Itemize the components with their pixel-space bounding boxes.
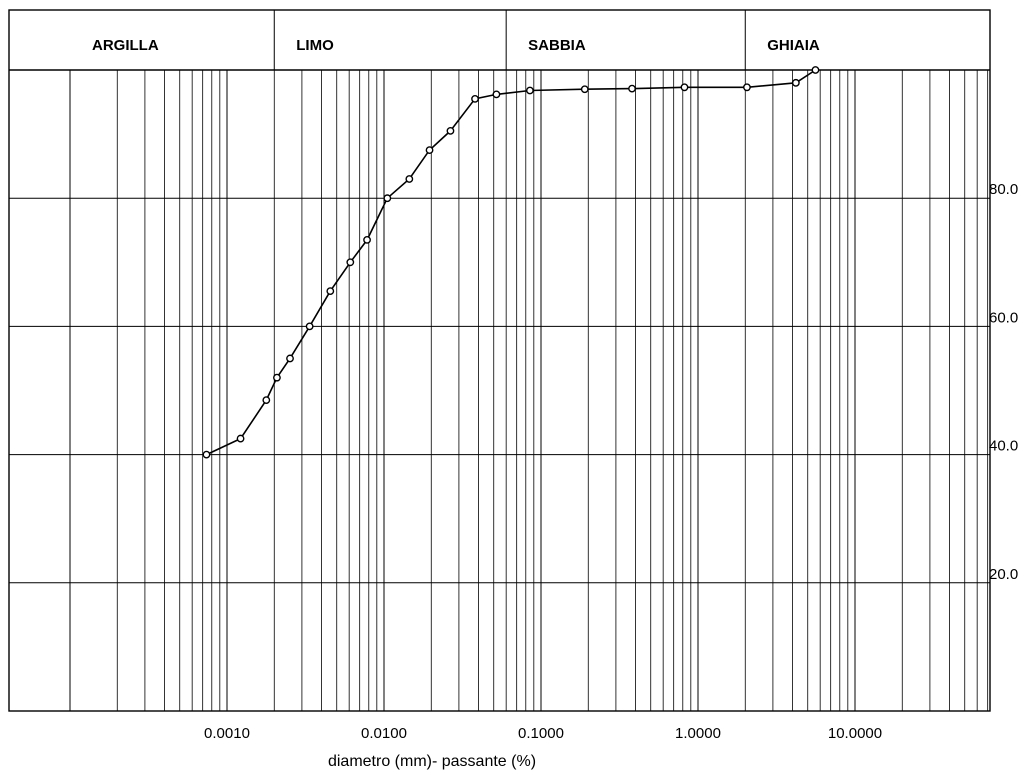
data-point (305, 322, 314, 331)
x-tick-label: 10.0000 (828, 725, 882, 742)
data-point (471, 94, 479, 103)
x-tick-label: 0.0010 (204, 725, 250, 742)
classification-header: ARGILLA LIMO SABBIA GHIAIA (9, 10, 990, 70)
data-point (236, 434, 245, 443)
x-tick-label: 1.0000 (675, 725, 721, 742)
data-point (273, 373, 281, 382)
data-point (811, 66, 820, 74)
data-point (628, 84, 636, 93)
outer-frame (8, 9, 991, 712)
plot-frame (8, 9, 991, 712)
data-point (743, 83, 751, 92)
y-tick-label: 40.0 (989, 438, 1018, 455)
band-label-ghiaia: GHIAIA (767, 37, 820, 54)
data-point (526, 86, 534, 95)
y-tick-label: 20.0 (989, 566, 1018, 583)
data-point (326, 287, 335, 296)
data-point (405, 175, 414, 183)
series-line (206, 69, 816, 456)
data-point (202, 450, 211, 459)
data-point (383, 194, 392, 203)
axis-labels: 0.0010 0.0100 0.1000 1.0000 10.0000 20.0 40.0 6… (204, 181, 1018, 742)
header-background (9, 10, 990, 70)
data-point (363, 235, 371, 244)
band-label-limo: LIMO (296, 37, 334, 54)
band-label-sabbia: SABBIA (528, 37, 586, 54)
band-label-argilla: ARGILLA (92, 37, 159, 54)
data-point (346, 258, 355, 267)
data-point (791, 78, 800, 87)
y-tick-label: 80.0 (989, 181, 1018, 198)
x-tick-label: 0.1000 (518, 725, 564, 742)
x-tick-label: 0.0100 (361, 725, 407, 742)
data-point (492, 90, 501, 99)
data-point (446, 126, 455, 135)
data-point (425, 146, 434, 155)
x-axis-title: diametro (mm)- passante (%) (328, 753, 536, 770)
data-point (580, 85, 589, 94)
data-point (680, 83, 689, 92)
grid (9, 70, 990, 711)
passing-curve (202, 66, 820, 459)
data-point (286, 354, 294, 363)
y-tick-label: 60.0 (989, 309, 1018, 326)
data-point (262, 396, 271, 405)
